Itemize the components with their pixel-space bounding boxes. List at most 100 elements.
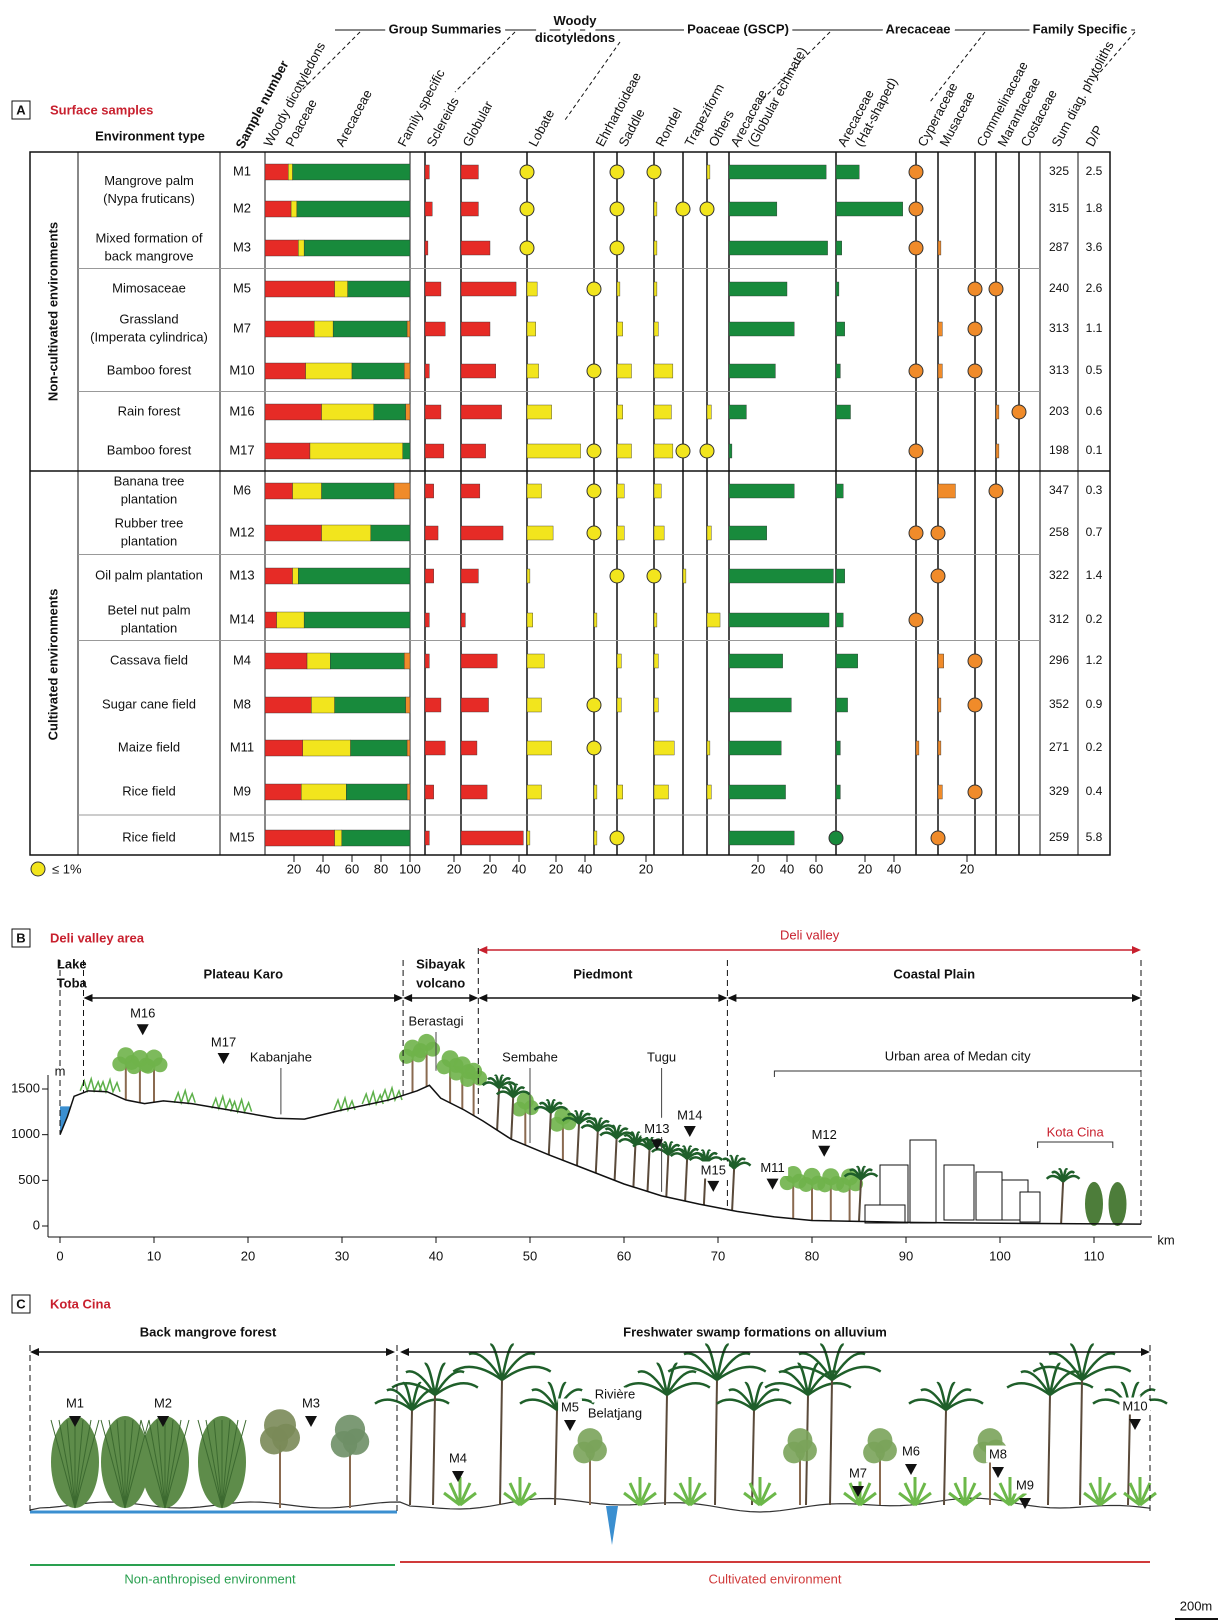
palm-frond: [752, 1381, 764, 1411]
river: [606, 1506, 618, 1545]
palm-frond: [752, 1388, 780, 1411]
section-label: Cultivated environments: [45, 589, 60, 741]
palm-frond: [386, 1388, 414, 1411]
bar: [526, 525, 554, 541]
bar: [728, 697, 792, 713]
palm-trunk: [1079, 1379, 1083, 1506]
environment-label: Bamboo forest: [107, 442, 192, 457]
tick-label: 40: [316, 861, 330, 876]
frond-rib: [164, 1419, 190, 1509]
tree-crown: [145, 1049, 163, 1067]
bar: [526, 830, 531, 846]
dp-value: 1.1: [1086, 321, 1103, 335]
bar: [653, 363, 674, 379]
palm-frond: [753, 1398, 792, 1411]
bar: [424, 612, 430, 628]
summary-bar: [341, 829, 411, 847]
palm-trunk: [684, 1158, 689, 1202]
trace-marker: [908, 240, 924, 256]
bar: [424, 321, 446, 337]
environment-label: plantation: [121, 491, 177, 506]
panel-letter: A: [16, 102, 26, 117]
leader: [759, 31, 831, 103]
sample-label: M2: [154, 1395, 172, 1410]
summary-bar: [288, 163, 293, 181]
palm-frond: [715, 1352, 751, 1381]
bar: [653, 443, 674, 459]
tick-label: 60: [345, 861, 359, 876]
environment-label: Rain forest: [118, 403, 181, 418]
palm-frond: [452, 1365, 503, 1382]
bar: [616, 443, 632, 459]
frond-rib: [205, 1419, 223, 1509]
summary-bar: [264, 239, 299, 257]
region-arrow-head: [403, 994, 479, 1002]
trace-marker: [930, 830, 946, 846]
bar: [460, 612, 466, 628]
summary-bar: [405, 403, 411, 421]
section-label: Non-cultivated environments: [45, 222, 60, 401]
sample-marker: [818, 1145, 831, 1157]
frond-rib: [221, 1419, 231, 1509]
sum-value: 258: [1049, 525, 1069, 539]
palm-frond: [683, 1352, 719, 1381]
summary-bar: [264, 163, 289, 181]
group-label: dicotyledons: [535, 30, 615, 45]
sample-label: M11: [760, 1160, 784, 1175]
group-label: Arecaceae: [885, 21, 950, 36]
group-label: Family Specific: [1033, 21, 1128, 36]
summary-bar: [292, 482, 322, 500]
palm-frond: [519, 1398, 558, 1411]
palm-frond: [944, 1381, 956, 1411]
trace-marker: [699, 201, 715, 217]
legend-label: ≤ 1%: [52, 861, 82, 876]
palm-frond: [623, 1382, 668, 1397]
palm-trunk: [432, 1394, 436, 1506]
sample-marker: [766, 1178, 779, 1190]
tick-label: 20: [960, 861, 974, 876]
tree-crown: [822, 1168, 840, 1186]
y-tick-label: 1500: [11, 1080, 40, 1095]
sample-marker: [1019, 1498, 1031, 1509]
bar: [424, 443, 445, 459]
sample-marker: [452, 1471, 464, 1482]
bar: [835, 784, 841, 800]
sample-label: M2: [233, 200, 251, 215]
summary-bar: [264, 611, 277, 629]
column-header: D/P: [1082, 123, 1105, 149]
frond-rib: [140, 1419, 166, 1509]
palm-trunk: [632, 1144, 637, 1188]
palm-frond: [1006, 1382, 1051, 1397]
trace-marker: [908, 443, 924, 459]
tree-crown: [117, 1047, 135, 1065]
summary-bar: [305, 362, 353, 380]
grass: [211, 1093, 234, 1111]
palm-frond: [705, 1156, 724, 1164]
frond-rib: [100, 1419, 126, 1509]
environment-label: Mangrove palm: [104, 173, 194, 188]
bar: [728, 612, 830, 628]
frond-rib: [221, 1419, 239, 1509]
bar: [526, 653, 545, 669]
palm-trunk: [554, 1409, 558, 1506]
palm-frond: [1062, 1174, 1081, 1183]
summary-bar: [370, 524, 411, 542]
sample-label: M10: [1122, 1398, 1147, 1413]
trace-marker: [988, 281, 1004, 297]
summary-bar: [406, 783, 411, 801]
trace-marker: [519, 164, 535, 180]
palm-frond: [782, 1365, 833, 1382]
bar: [526, 483, 542, 499]
palm-frond: [1128, 1388, 1156, 1411]
tick-label: 20: [639, 861, 653, 876]
bar: [424, 201, 433, 217]
summary-bar: [264, 482, 293, 500]
bar: [526, 443, 581, 459]
panel-letter-box: [11, 1294, 31, 1314]
bar: [653, 240, 658, 256]
tree-crown: [264, 1409, 296, 1442]
bar: [460, 443, 486, 459]
summary-bar: [373, 403, 406, 421]
banana-plant: [673, 1477, 707, 1507]
frond-rib: [74, 1419, 100, 1509]
